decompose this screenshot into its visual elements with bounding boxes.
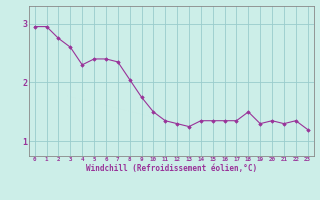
X-axis label: Windchill (Refroidissement éolien,°C): Windchill (Refroidissement éolien,°C) — [86, 164, 257, 172]
